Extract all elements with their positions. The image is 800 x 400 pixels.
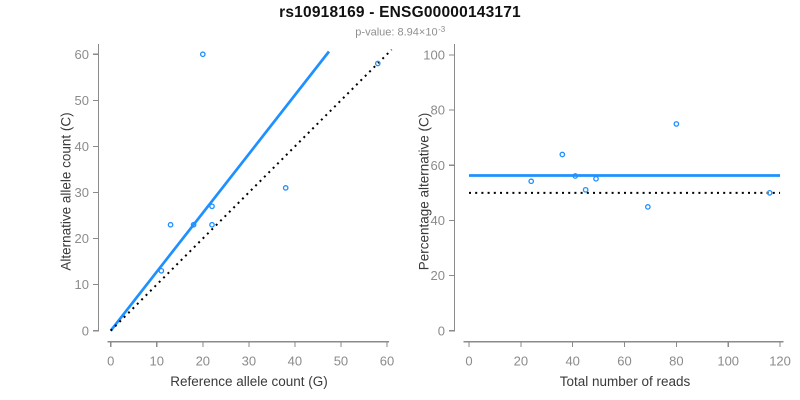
right-x-tick-label: 120 (769, 354, 791, 369)
left-plot-xlabel: Reference allele count (G) (170, 374, 328, 389)
left-identity-line (109, 48, 393, 332)
left-y-tick-label: 20 (75, 231, 89, 246)
right-x-tick-label: 80 (669, 354, 683, 369)
left-data-point (282, 185, 289, 191)
left-x-tick-label: 50 (334, 354, 348, 369)
left-data-point (209, 203, 215, 210)
left-y-tick-label: 10 (75, 277, 89, 292)
right-x-tick-label: 60 (617, 354, 631, 369)
right-data-point (582, 186, 589, 193)
right-y-tick-label: 100 (423, 48, 445, 63)
right-data-point (766, 190, 773, 196)
left-plot-ylabel: Alternative allele count (C) (58, 112, 74, 271)
pvalue-subtitle: p-value: 8.94×10-3 (0, 24, 800, 39)
left-x-tick-label: 10 (150, 354, 164, 369)
left-x-tick-label: 30 (242, 354, 256, 369)
left-data-point (209, 221, 215, 228)
left-fit-line (109, 50, 331, 332)
right-data-point (528, 178, 535, 185)
left-x-tick-label: 0 (107, 354, 114, 369)
right-x-tick-label: 40 (565, 354, 579, 369)
pvalue-exponent: -3 (438, 25, 446, 34)
left-data-point (158, 267, 165, 274)
left-data-point (190, 221, 197, 228)
left-x-tick-label: 40 (288, 354, 302, 369)
left-y-tick-label: 40 (75, 139, 89, 154)
left-data-point (199, 51, 206, 58)
page-title: rs10918169 - ENSG00000143171 (279, 4, 521, 21)
left-y-tick-label: 60 (75, 47, 89, 62)
right-plot-ylabel: Percentage alternative (C) (416, 112, 432, 271)
right-x-tick-label: 20 (514, 354, 528, 369)
left-data-point (167, 221, 174, 228)
left-data-point (374, 60, 381, 67)
right-x-tick-label: 100 (717, 354, 739, 369)
left-x-tick-label: 60 (380, 354, 394, 369)
right-y-tick-label: 20 (431, 268, 445, 283)
right-y-tick-label: 60 (431, 158, 445, 173)
left-x-tick-label: 20 (196, 354, 210, 369)
pvalue-text: p-value: 8.94×10 (355, 26, 438, 39)
right-data-point (644, 204, 651, 210)
right-data-point (559, 151, 566, 158)
right-data-point (572, 173, 579, 179)
left-y-tick-label: 30 (75, 185, 89, 200)
right-x-tick-label: 0 (465, 354, 472, 369)
right-y-tick-label: 80 (431, 103, 445, 118)
left-y-tick-label: 0 (82, 323, 89, 338)
left-y-tick-label: 50 (75, 93, 89, 108)
right-data-point (673, 121, 680, 127)
right-data-point (593, 175, 599, 182)
right-y-tick-label: 0 (438, 323, 445, 338)
right-y-tick-label: 40 (431, 213, 445, 228)
right-plot-xlabel: Total number of reads (559, 374, 691, 389)
